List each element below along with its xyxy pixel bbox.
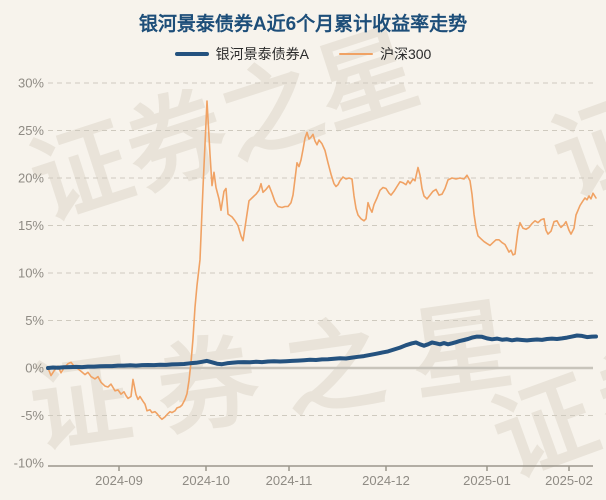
x-tick-label: 2025-01 <box>463 473 511 488</box>
y-tick-label: 20% <box>18 171 44 186</box>
y-tick-label: 10% <box>18 266 44 281</box>
legend-label-csi300: 沪深300 <box>379 46 432 62</box>
y-tick-label: 0% <box>25 361 44 376</box>
y-tick-label: 15% <box>18 218 44 233</box>
legend-swatch-fund <box>174 52 209 56</box>
x-tick-label: 2024-12 <box>362 473 410 488</box>
legend-item-csi300[interactable]: 沪深300 <box>338 44 432 64</box>
legend-label-fund: 银河景泰债券A <box>215 46 309 62</box>
x-tick-label: 2025-02 <box>545 473 593 488</box>
legend-swatch-csi300 <box>338 53 373 55</box>
x-tick-label: 2024-09 <box>95 473 143 488</box>
y-tick-label: 5% <box>25 313 44 328</box>
x-tick-label: 2024-11 <box>266 473 313 488</box>
y-tick-label: 25% <box>18 123 44 138</box>
chart-legend: 银河景泰债券A 沪深300 <box>0 44 606 64</box>
x-tick-label: 2024-10 <box>182 473 230 488</box>
series-line-fund <box>46 333 598 370</box>
chart-title: 银河景泰债券A近6个月累计收益率走势 <box>138 14 468 35</box>
y-tick-label: -10% <box>14 456 45 471</box>
y-tick-label: -5% <box>21 408 45 423</box>
series-line-csi300 <box>47 100 597 421</box>
legend-item-fund[interactable]: 银河景泰债券A <box>174 44 309 64</box>
y-tick-label: 30% <box>18 76 44 91</box>
